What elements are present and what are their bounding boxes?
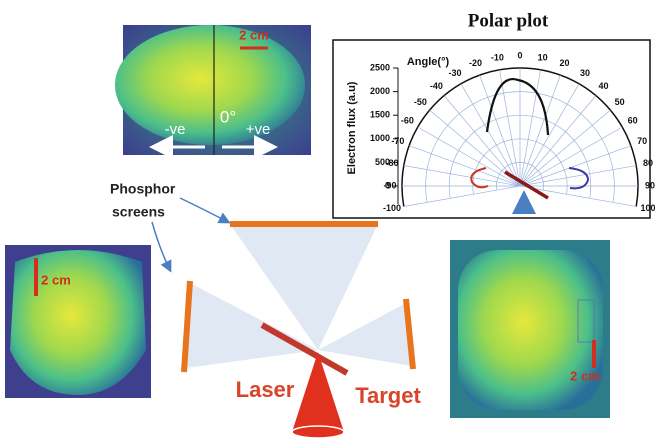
laser-label: Laser [236,377,295,402]
angle-tick-label: 50 [615,97,625,107]
scale-label: 2 cm [239,27,269,42]
left-label: -ve [165,121,186,138]
center-label: 0° [220,107,236,126]
radial-tick-label: 2000 [370,86,390,96]
angle-tick-label: 80 [643,158,653,168]
top-image: 2 cm 0° -ve +ve [115,25,311,155]
angle-tick-label: -40 [430,81,443,91]
angle-tick-label: -100 [383,203,401,213]
screens-label: Phosphor [110,181,176,197]
angle-axis-label: Angle(°) [407,56,450,68]
left-image: 2 cm [5,245,151,398]
angle-tick-label: 30 [580,68,590,78]
angle-tick-label: -30 [448,68,461,78]
figure: 2 cm 0° -ve +ve 2 cm 2 cm Laser Target P… [0,0,655,442]
angle-tick-label: 100 [641,203,655,213]
radial-axis-label: Electron flux (a.u) [346,81,358,174]
radial-tick-label: 2500 [370,62,390,72]
setup: Laser Target Phosphor screens [110,181,421,438]
scale-label: 2 cm [570,368,600,383]
radial-tick-label: 1000 [370,133,390,143]
angle-tick-label: 40 [599,81,609,91]
angle-tick-label: -60 [401,115,414,125]
angle-tick-label: -70 [391,136,404,146]
angle-tick-label: 60 [628,115,638,125]
scale-label: 2 cm [41,272,71,287]
polar-title: Polar plot [468,10,549,31]
angle-tick-label: -20 [469,58,482,68]
angle-tick-label: -10 [491,52,504,62]
angle-tick-label: 20 [559,58,569,68]
target-label: Target [355,383,421,408]
angle-tick-label: 10 [538,52,548,62]
screens-label: screens [112,204,165,220]
angle-tick-label: -50 [414,97,427,107]
angle-tick-label: 0 [517,50,522,60]
angle-tick-label: -90 [383,180,396,190]
angle-tick-label: 90 [645,180,655,190]
angle-tick-label: -80 [385,158,398,168]
angle-tick-label: 70 [637,136,647,146]
right-image: 2 cm [450,240,610,418]
right-label: +ve [246,121,271,138]
radial-tick-label: 1500 [370,110,390,120]
